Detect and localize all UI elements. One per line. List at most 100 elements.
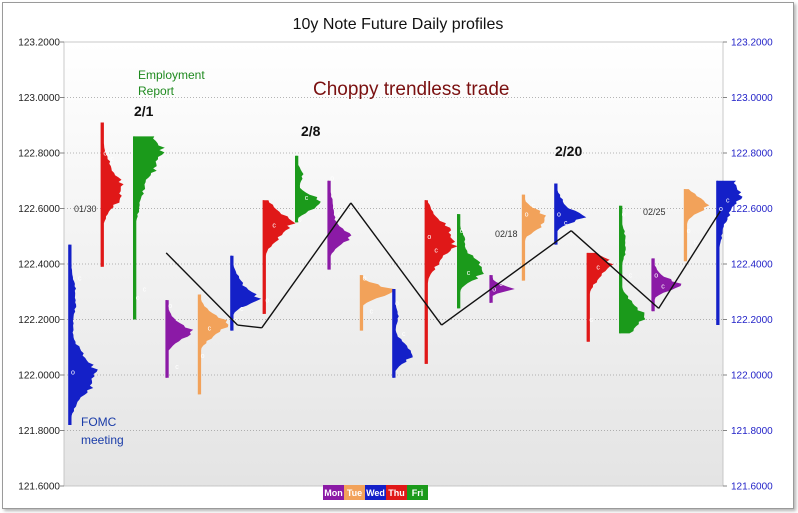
legend-swatch-fri xyxy=(407,485,428,500)
trend-segment xyxy=(237,324,262,329)
open-marker: o xyxy=(427,234,431,241)
annotation-date-01-30: 01/30 xyxy=(74,204,97,214)
annotation-date-2-20: 2/20 xyxy=(555,143,582,159)
y-tick-label-left: 122.0000 xyxy=(18,371,60,382)
annotation-fomc-line1: FOMC xyxy=(81,415,117,429)
profile-fri: oc xyxy=(456,214,484,309)
axis-ticks: 123.2000 123.2000 123.0000 123.0000 122.8000… xyxy=(18,38,773,493)
open-marker: o xyxy=(719,206,723,213)
trend-segment xyxy=(261,202,352,329)
y-tick-label-right: 122.0000 xyxy=(731,371,773,382)
profile-tue: oc xyxy=(683,189,710,262)
profile-wed: oc xyxy=(554,183,587,245)
y-tick-label-left: 122.6000 xyxy=(18,204,60,215)
profile-wed: oc xyxy=(716,180,743,326)
profile-thu: oc xyxy=(424,200,458,364)
close-marker: c xyxy=(434,248,438,255)
profile-shape xyxy=(522,194,546,281)
annotation-date-2-8: 2/8 xyxy=(301,123,321,139)
open-marker: o xyxy=(589,317,593,324)
profile-tue: oc xyxy=(197,294,229,395)
profile-wed: oc xyxy=(68,244,98,425)
trend-segment xyxy=(165,252,238,326)
close-marker: c xyxy=(564,220,568,227)
y-tick-label-left: 122.8000 xyxy=(18,149,60,160)
open-marker: o xyxy=(71,370,75,377)
profile-mon: oc xyxy=(165,300,194,378)
open-marker: o xyxy=(233,317,237,324)
profile-shape xyxy=(69,244,98,425)
profile-shape xyxy=(555,183,587,245)
close-marker: c xyxy=(175,364,179,371)
close-marker: c xyxy=(596,264,600,271)
legend-swatch-wed xyxy=(365,485,386,500)
y-tick-label-right: 123.2000 xyxy=(731,38,773,49)
annotation-employment-line1: Employment xyxy=(138,68,205,82)
legend-swatch-tue xyxy=(344,485,365,500)
open-marker: o xyxy=(265,298,269,305)
legend-label-thu: Thu xyxy=(388,488,405,498)
y-tick-label-right: 122.4000 xyxy=(731,260,773,271)
profile-shape xyxy=(328,180,352,270)
profile-fri: oc xyxy=(133,136,165,320)
close-marker: c xyxy=(694,239,698,246)
open-marker: o xyxy=(687,228,691,235)
plot-area xyxy=(63,41,724,487)
y-tick-label-left: 123.0000 xyxy=(18,93,60,104)
annotation-date-02-18: 02/18 xyxy=(495,229,518,239)
profile-shape xyxy=(425,200,458,364)
open-marker: o xyxy=(622,212,626,219)
open-marker: o xyxy=(201,353,205,360)
y-tick-label-left: 121.6000 xyxy=(18,482,60,493)
legend-label-fri: Fri xyxy=(412,488,424,498)
legend-label-mon: Mon xyxy=(324,488,343,498)
close-marker: c xyxy=(402,331,406,338)
open-marker: o xyxy=(330,175,334,182)
close-marker: c xyxy=(726,198,730,205)
trend-line xyxy=(165,202,721,329)
profile-shape xyxy=(263,200,296,314)
close-marker: c xyxy=(240,306,244,313)
grid-lines xyxy=(64,97,723,431)
close-marker: c xyxy=(272,223,276,230)
open-marker: o xyxy=(460,228,464,235)
legend-label-wed: Wed xyxy=(366,488,385,498)
close-marker: c xyxy=(110,156,114,163)
close-marker: c xyxy=(499,281,503,288)
profile-chart: 123.2000 123.2000 123.0000 123.0000 122.8000… xyxy=(18,16,773,500)
profile-shape xyxy=(231,255,262,331)
annotation-date-02-25: 02/25 xyxy=(643,207,666,217)
close-marker: c xyxy=(143,286,147,293)
legend: Mon Tue Wed Thu Fri xyxy=(323,485,428,500)
legend-swatch-thu xyxy=(386,485,407,500)
profile-shape xyxy=(684,189,710,262)
close-marker: c xyxy=(629,273,633,280)
trend-segment xyxy=(350,202,443,326)
profile-shape xyxy=(457,214,484,309)
close-marker: c xyxy=(661,284,665,291)
trend-segment xyxy=(658,210,721,309)
profile-wed: oc xyxy=(392,288,413,378)
profile-mon: oc xyxy=(327,175,352,270)
open-marker: o xyxy=(168,303,172,310)
profile-shape xyxy=(393,289,413,378)
trend-segment xyxy=(570,230,660,309)
profile-thu: oc xyxy=(100,122,124,267)
y-tick-label-left: 122.4000 xyxy=(18,260,60,271)
y-tick-label-left: 123.2000 xyxy=(18,38,60,49)
open-marker: o xyxy=(492,286,496,293)
close-marker: c xyxy=(337,212,341,219)
close-marker: c xyxy=(208,325,212,332)
close-marker: c xyxy=(305,195,309,202)
open-marker: o xyxy=(136,295,140,302)
open-marker: o xyxy=(557,212,561,219)
y-tick-label-right: 122.2000 xyxy=(731,315,773,326)
annotation-date-2-1: 2/1 xyxy=(134,103,154,119)
y-tick-label-left: 121.8000 xyxy=(18,426,60,437)
profile-shape xyxy=(166,300,194,378)
y-tick-label-right: 122.8000 xyxy=(731,149,773,160)
annotation-fomc-line2: meeting xyxy=(81,433,124,447)
open-marker: o xyxy=(103,151,107,158)
open-marker: o xyxy=(363,275,367,282)
